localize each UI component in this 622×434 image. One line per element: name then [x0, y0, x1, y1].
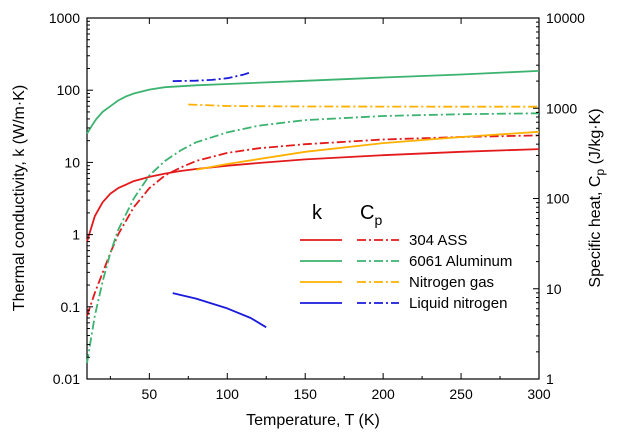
series-liquid-nitrogen-cp	[172, 71, 251, 82]
left-axis-ticks: 0.01 0.1 1 10 100 1000	[49, 10, 93, 387]
legend-k-header: k	[312, 202, 323, 224]
right-tick-label: 100	[546, 191, 570, 207]
left-tick-label: 10	[64, 154, 80, 170]
right-tick-label: 1	[546, 371, 554, 387]
legend-label: 6061 Aluminum	[409, 253, 512, 270]
series-6061-aluminum-cp	[86, 112, 540, 364]
legend-cp-header: Cp	[360, 202, 382, 228]
left-tick-label: 0.1	[61, 299, 81, 315]
legend-cp-header-sub: p	[374, 212, 382, 228]
legend: k Cp 304 ASS 6061 Aluminum Nitrogen gas Liq…	[300, 202, 512, 312]
left-tick-label: 100	[57, 82, 81, 98]
right-axis-title-main: Specific heat, C	[587, 176, 604, 288]
x-tick-label: 250	[449, 386, 473, 402]
x-axis-title: Temperature, T (K)	[246, 412, 380, 429]
x-axis-ticks: 50 100 150 200 250 300	[109, 18, 551, 402]
series-layer	[86, 70, 540, 364]
x-tick-label: 100	[216, 386, 240, 402]
x-tick-label: 300	[527, 386, 551, 402]
left-axis-title: Thermal conductivity, k (W/m·K)	[11, 85, 28, 311]
legend-label: 304 ASS	[409, 232, 467, 249]
series-6061-aluminum-k	[86, 70, 540, 135]
x-tick-label: 150	[294, 386, 318, 402]
plot-frame	[86, 17, 540, 380]
right-tick-label: 1000	[546, 100, 577, 116]
right-axis-ticks: 1 10 100 1000 10000	[533, 10, 585, 387]
left-tick-label: 0.01	[53, 371, 80, 387]
right-axis-title-unit: (J/kg·K)	[587, 108, 604, 168]
legend-cp-header-main: C	[360, 202, 374, 224]
left-tick-label: 1000	[49, 10, 80, 26]
right-axis-title: Specific heat, Cp (J/kg·K)	[587, 108, 607, 287]
series-nitrogen-gas-k	[195, 130, 540, 171]
series-nitrogen-gas-cp	[188, 103, 539, 108]
legend-label: Nitrogen gas	[409, 274, 494, 291]
right-tick-label: 10	[546, 281, 562, 297]
x-tick-label: 200	[371, 386, 395, 402]
legend-label: Liquid nitrogen	[409, 295, 507, 312]
x-tick-label: 50	[142, 386, 158, 402]
series-304-ass-cp	[86, 134, 540, 317]
right-tick-label: 10000	[546, 10, 585, 26]
legend-entries: 304 ASS 6061 Aluminum Nitrogen gas Liquid n…	[300, 232, 512, 312]
left-tick-label: 1	[72, 227, 80, 243]
right-axis-title-sub: p	[593, 169, 607, 176]
series-304-ass-k	[86, 148, 540, 242]
series-liquid-nitrogen-k	[172, 292, 267, 329]
